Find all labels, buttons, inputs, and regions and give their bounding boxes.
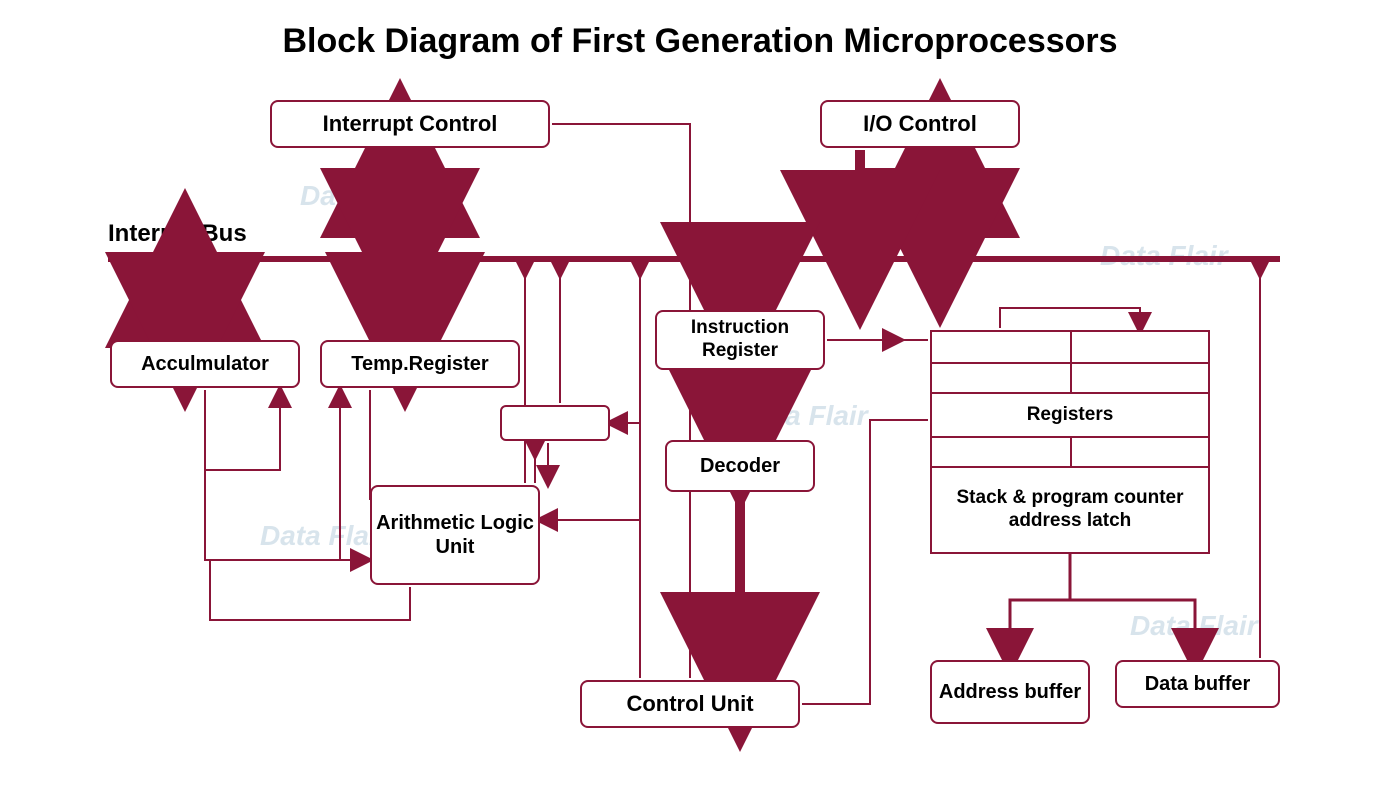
internal-bus	[108, 256, 1280, 262]
internal-bus-label: Internal Bus	[108, 220, 247, 248]
node-control-unit: Control Unit	[580, 680, 800, 728]
watermark: Data Flair	[260, 520, 388, 552]
node-interrupt-control: Interrupt Control	[270, 100, 550, 148]
registers-label: Registers	[932, 392, 1208, 436]
node-alu: Arithmetic Logic Unit	[370, 485, 540, 585]
node-temp-register: Temp.Register	[320, 340, 520, 388]
diagram-title: Block Diagram of First Generation Microp…	[0, 22, 1400, 61]
node-decoder: Decoder	[665, 440, 815, 492]
node-register-file: Registers Stack & program counter addres…	[930, 330, 1210, 554]
node-accumulator: Acculmulator	[110, 340, 300, 388]
node-address-buffer: Address buffer	[930, 660, 1090, 724]
node-instruction-register: Instruction Register	[655, 310, 825, 370]
watermark: Data Flair	[740, 400, 868, 432]
node-data-buffer: Data buffer	[1115, 660, 1280, 708]
watermark: Data Flair	[300, 180, 428, 212]
watermark: Data Flair	[1130, 610, 1258, 642]
node-flag-register	[500, 405, 610, 441]
node-io-control: I/O Control	[820, 100, 1020, 148]
stack-pc-latch-label: Stack & program counter address latch	[932, 466, 1208, 552]
